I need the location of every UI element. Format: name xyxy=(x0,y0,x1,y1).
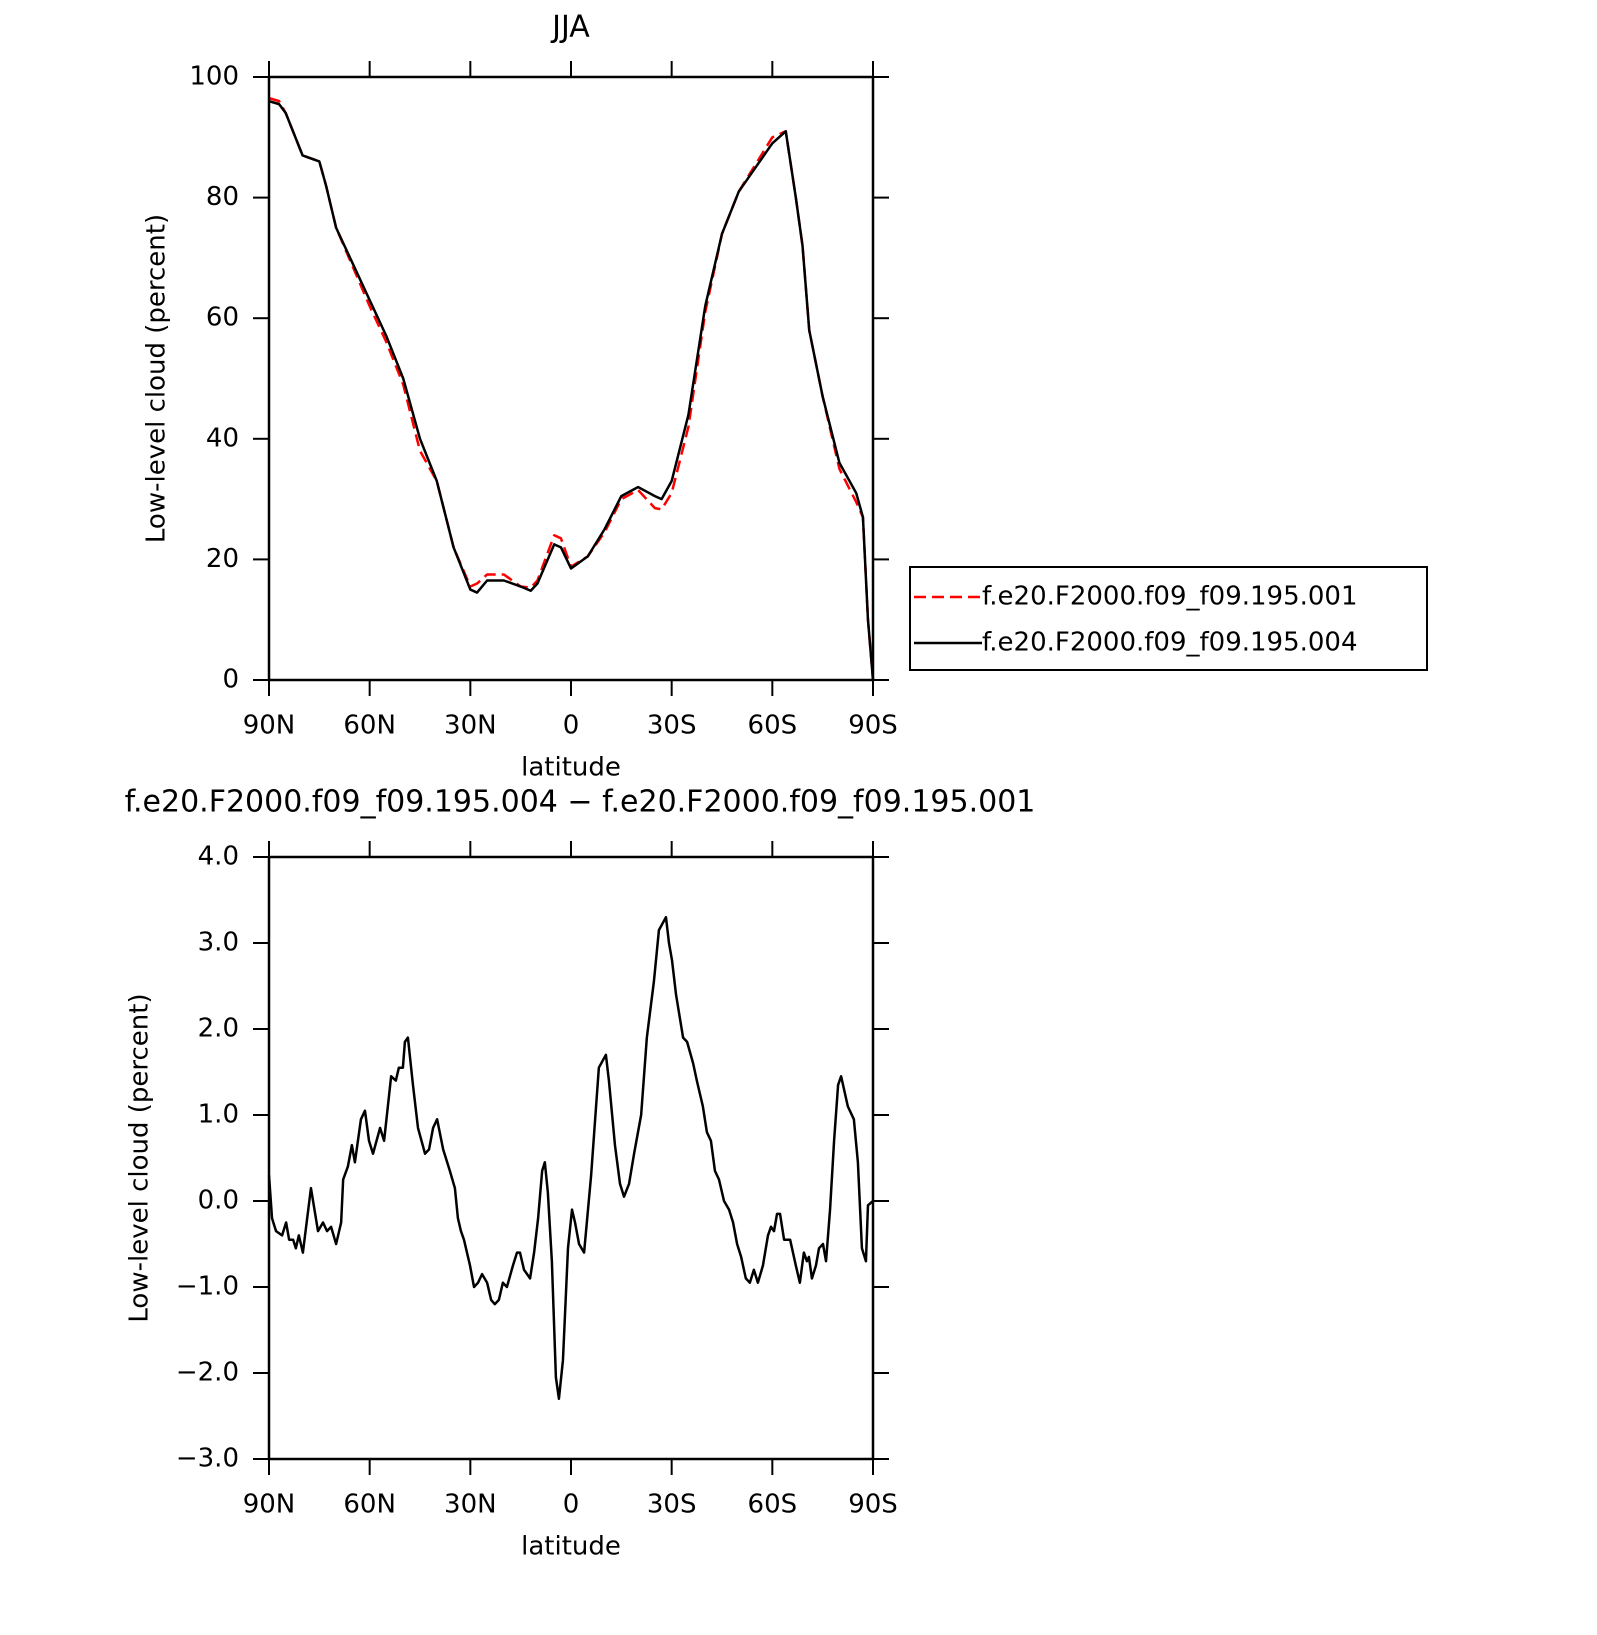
y-tick-label: −3.0 xyxy=(176,1444,239,1474)
data-line xyxy=(267,915,874,1401)
chart-title: f.e20.F2000.f09_f09.195.004 − f.e20.F200… xyxy=(125,785,1036,820)
x-tick-label: 0 xyxy=(563,711,580,741)
x-tick-label: 90S xyxy=(848,711,898,741)
data-line xyxy=(268,99,875,681)
y-tick-label: 3.0 xyxy=(198,928,239,958)
y-tick-label: −2.0 xyxy=(176,1358,239,1388)
y-tick-label: 100 xyxy=(189,62,239,92)
x-tick-label: 30S xyxy=(647,711,697,741)
y-tick-label: −1.0 xyxy=(176,1272,239,1302)
y-tick-label: 40 xyxy=(206,423,239,453)
x-tick-label: 90S xyxy=(848,1490,898,1520)
y-tick-label: 60 xyxy=(206,303,239,333)
y-tick-label: 4.0 xyxy=(198,842,239,872)
y-axis-label: Low-level cloud (percent) xyxy=(142,214,172,543)
x-tick-label: 30N xyxy=(444,1490,497,1520)
y-tick-label: 80 xyxy=(206,182,239,212)
x-tick-label: 30N xyxy=(444,711,497,741)
plot-frame xyxy=(267,75,875,682)
x-tick-label: 60N xyxy=(343,1490,396,1520)
x-tick-label: 60N xyxy=(343,711,396,741)
y-axis-label: Low-level cloud (percent) xyxy=(125,993,155,1322)
chart-title: JJA xyxy=(550,10,590,45)
x-tick-label: 90N xyxy=(243,711,296,741)
x-axis-label: latitude xyxy=(521,1532,621,1562)
y-tick-label: 2.0 xyxy=(198,1014,239,1044)
legend-label: f.e20.F2000.f09_f09.195.004 xyxy=(982,628,1358,658)
x-tick-label: 60S xyxy=(748,711,798,741)
y-tick-label: 1.0 xyxy=(198,1100,239,1130)
y-tick-label: 0 xyxy=(222,665,239,695)
legend-label: f.e20.F2000.f09_f09.195.001 xyxy=(982,582,1358,612)
data-line xyxy=(268,96,875,681)
x-tick-label: 90N xyxy=(243,1490,296,1520)
plot-frame xyxy=(267,855,875,1461)
y-tick-label: 0.0 xyxy=(198,1186,239,1216)
legend-box xyxy=(909,566,1428,671)
x-tick-label: 60S xyxy=(748,1490,798,1520)
x-tick-label: 0 xyxy=(563,1490,580,1520)
y-tick-label: 20 xyxy=(206,544,239,574)
x-axis-label: latitude xyxy=(521,753,621,783)
x-tick-label: 30S xyxy=(647,1490,697,1520)
